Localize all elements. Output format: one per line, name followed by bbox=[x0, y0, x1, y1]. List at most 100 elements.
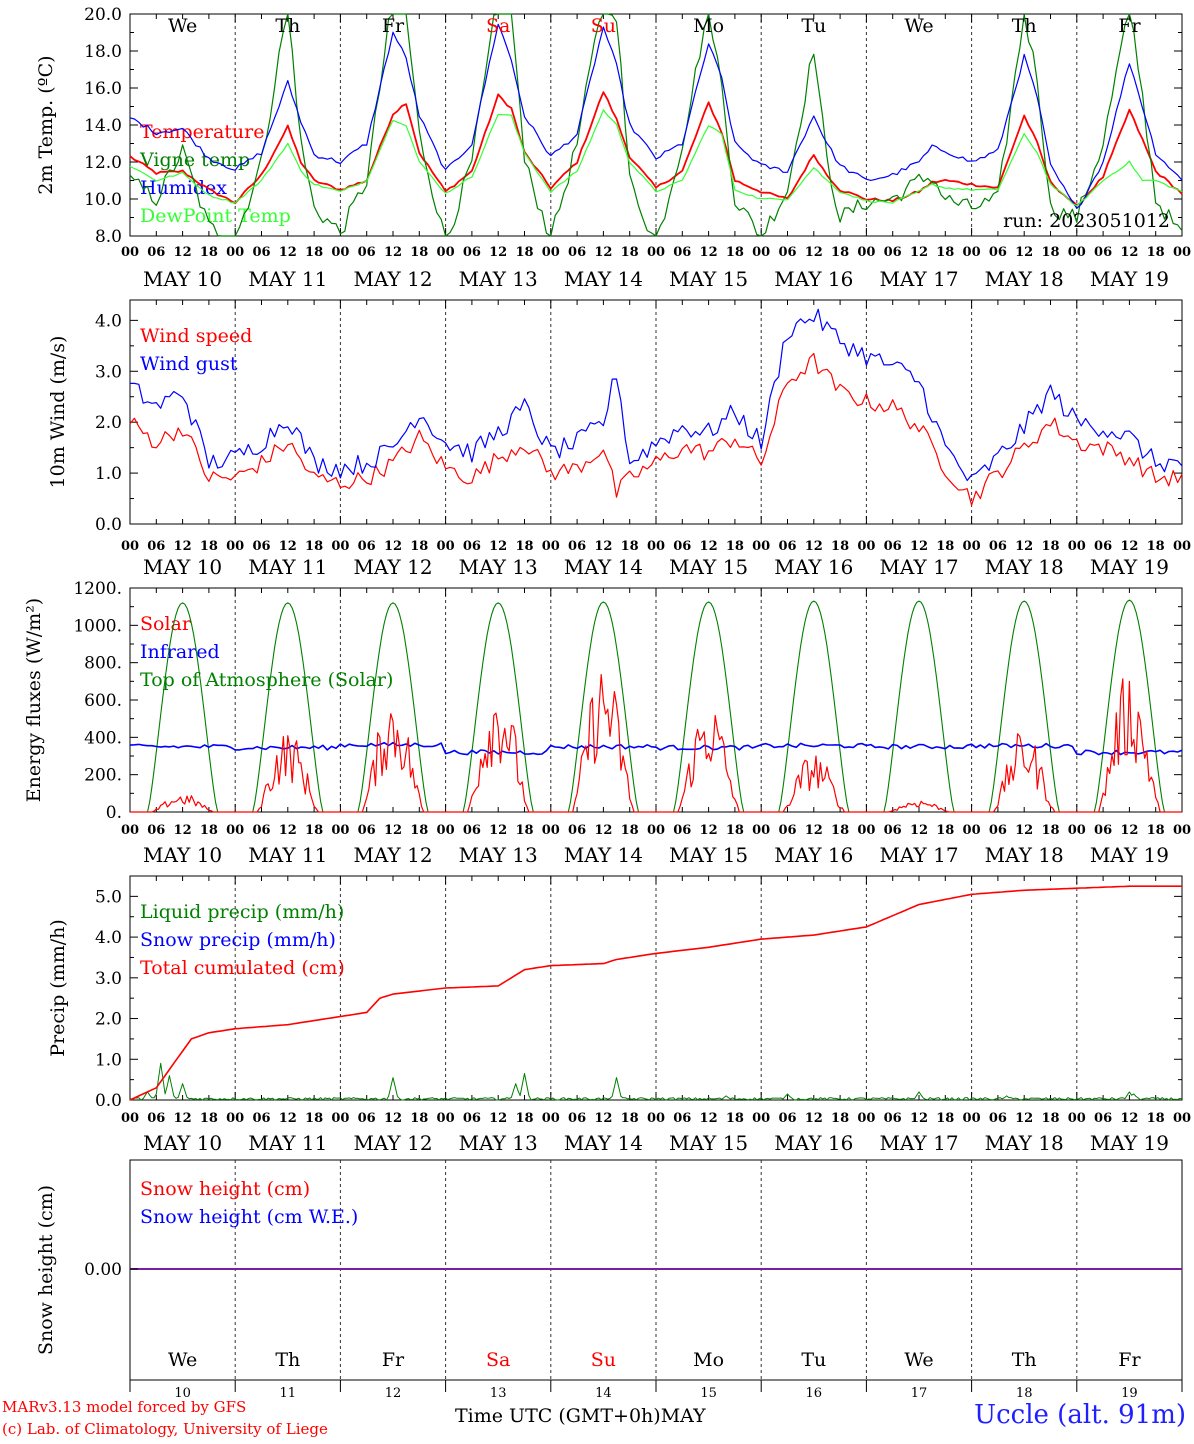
date-label: MAY 14 bbox=[564, 843, 643, 867]
hour-tick-label: 06 bbox=[884, 823, 902, 838]
legend-entry: Top of Atmosphere (Solar) bbox=[140, 669, 393, 691]
hour-tick-label: 00 bbox=[331, 823, 349, 838]
date-label: MAY 18 bbox=[985, 555, 1064, 579]
hour-tick-label: 00 bbox=[752, 539, 770, 554]
hour-tick-label: 12 bbox=[594, 539, 612, 554]
y-tick-label: 1000. bbox=[73, 616, 122, 636]
hour-tick-label: 18 bbox=[305, 245, 323, 260]
legend-entry: Wind gust bbox=[140, 353, 238, 375]
date-label: MAY 18 bbox=[985, 1131, 1064, 1155]
legend-entry: DewPoint Temp bbox=[140, 205, 291, 227]
hour-tick-label: 18 bbox=[621, 823, 639, 838]
weekday-label: We bbox=[904, 15, 933, 37]
hour-tick-label: 00 bbox=[121, 823, 139, 838]
hour-tick-label: 00 bbox=[226, 539, 244, 554]
weekday-label: We bbox=[168, 1349, 197, 1371]
hour-tick-label: 06 bbox=[673, 823, 691, 838]
day-number-label: 15 bbox=[700, 1386, 717, 1401]
y-tick-label: 14.0 bbox=[84, 116, 122, 136]
date-label: MAY 15 bbox=[669, 1131, 748, 1155]
hour-tick-label: 18 bbox=[831, 823, 849, 838]
hour-tick-label: 12 bbox=[174, 539, 192, 554]
weekday-label: Su bbox=[591, 15, 616, 37]
hour-tick-label: 18 bbox=[831, 1111, 849, 1126]
hour-tick-label: 00 bbox=[121, 539, 139, 554]
hour-tick-label: 00 bbox=[437, 1111, 455, 1126]
hour-tick-label: 18 bbox=[726, 823, 744, 838]
hour-tick-label: 12 bbox=[805, 823, 823, 838]
date-label: MAY 15 bbox=[669, 267, 748, 291]
hour-tick-label: 00 bbox=[963, 823, 981, 838]
date-label: MAY 16 bbox=[774, 843, 853, 867]
series-line-1 bbox=[129, 13, 1183, 237]
date-label: MAY 18 bbox=[985, 843, 1064, 867]
hour-tick-label: 12 bbox=[174, 245, 192, 260]
run-label: run: 2023051012 bbox=[1003, 210, 1170, 232]
hour-tick-label: 12 bbox=[594, 1111, 612, 1126]
legend-entry: Snow precip (mm/h) bbox=[140, 929, 336, 951]
legend-entry: Wind speed bbox=[140, 325, 252, 347]
weekday-label: Fr bbox=[1118, 15, 1141, 37]
hour-tick-label: 12 bbox=[1120, 823, 1138, 838]
hour-tick-label: 06 bbox=[673, 539, 691, 554]
hour-tick-label: 00 bbox=[752, 823, 770, 838]
y-axis-title: Precip (mm/h) bbox=[47, 919, 69, 1057]
date-label: MAY 16 bbox=[774, 555, 853, 579]
legend-entry: Infrared bbox=[140, 641, 220, 663]
hour-tick-label: 00 bbox=[226, 245, 244, 260]
date-label: MAY 19 bbox=[1090, 555, 1169, 579]
legend-entry: Temperature bbox=[140, 121, 264, 143]
hour-tick-label: 00 bbox=[1068, 1111, 1086, 1126]
hour-tick-label: 06 bbox=[989, 539, 1007, 554]
hour-tick-label: 00 bbox=[963, 1111, 981, 1126]
hour-tick-label: 12 bbox=[805, 1111, 823, 1126]
hour-tick-label: 00 bbox=[437, 245, 455, 260]
hour-tick-label: 12 bbox=[805, 245, 823, 260]
date-label: MAY 13 bbox=[459, 1131, 538, 1155]
hour-tick-label: 00 bbox=[752, 1111, 770, 1126]
hour-tick-label: 06 bbox=[884, 1111, 902, 1126]
hour-tick-label: 12 bbox=[700, 539, 718, 554]
series-line-3 bbox=[129, 109, 1183, 207]
date-label: MAY 12 bbox=[353, 555, 432, 579]
date-label: MAY 15 bbox=[669, 555, 748, 579]
hour-tick-label: 18 bbox=[1147, 539, 1165, 554]
date-label: MAY 13 bbox=[459, 843, 538, 867]
hour-tick-label: 06 bbox=[358, 539, 376, 554]
date-label: MAY 11 bbox=[248, 555, 327, 579]
hour-tick-label: 06 bbox=[463, 1111, 481, 1126]
hour-tick-label: 00 bbox=[1173, 823, 1191, 838]
hour-tick-label: 18 bbox=[1147, 823, 1165, 838]
hour-tick-label: 06 bbox=[1094, 1111, 1112, 1126]
weekday-label: Th bbox=[1012, 1349, 1037, 1371]
hour-tick-label: 18 bbox=[200, 539, 218, 554]
hour-tick-label: 12 bbox=[279, 539, 297, 554]
hour-tick-label: 00 bbox=[1068, 823, 1086, 838]
hour-tick-label: 06 bbox=[673, 1111, 691, 1126]
hour-tick-label: 12 bbox=[489, 823, 507, 838]
hour-tick-label: 18 bbox=[410, 1111, 428, 1126]
hour-tick-label: 06 bbox=[252, 539, 270, 554]
weekday-label: Tu bbox=[801, 15, 826, 37]
y-tick-label: 0. bbox=[106, 803, 122, 823]
date-label: MAY 17 bbox=[879, 843, 958, 867]
hour-tick-label: 12 bbox=[174, 1111, 192, 1126]
hour-tick-label: 12 bbox=[910, 1111, 928, 1126]
hour-tick-label: 06 bbox=[252, 823, 270, 838]
hour-tick-label: 06 bbox=[252, 1111, 270, 1126]
date-label: MAY 10 bbox=[143, 843, 222, 867]
series-line-1 bbox=[130, 308, 1183, 482]
hour-tick-label: 18 bbox=[200, 245, 218, 260]
hour-tick-label: 06 bbox=[463, 539, 481, 554]
y-tick-label: 20.0 bbox=[84, 5, 122, 25]
weekday-label: Tu bbox=[801, 1349, 826, 1371]
y-tick-label: 16.0 bbox=[84, 79, 122, 99]
date-label: MAY 10 bbox=[143, 267, 222, 291]
hour-tick-label: 18 bbox=[1041, 245, 1059, 260]
hour-tick-label: 00 bbox=[226, 823, 244, 838]
hour-tick-label: 00 bbox=[121, 1111, 139, 1126]
x-axis-month: MAY bbox=[660, 1405, 706, 1427]
y-tick-label: 5.0 bbox=[95, 887, 122, 907]
hour-tick-label: 18 bbox=[621, 539, 639, 554]
plot-frame-energy bbox=[129, 587, 1183, 813]
